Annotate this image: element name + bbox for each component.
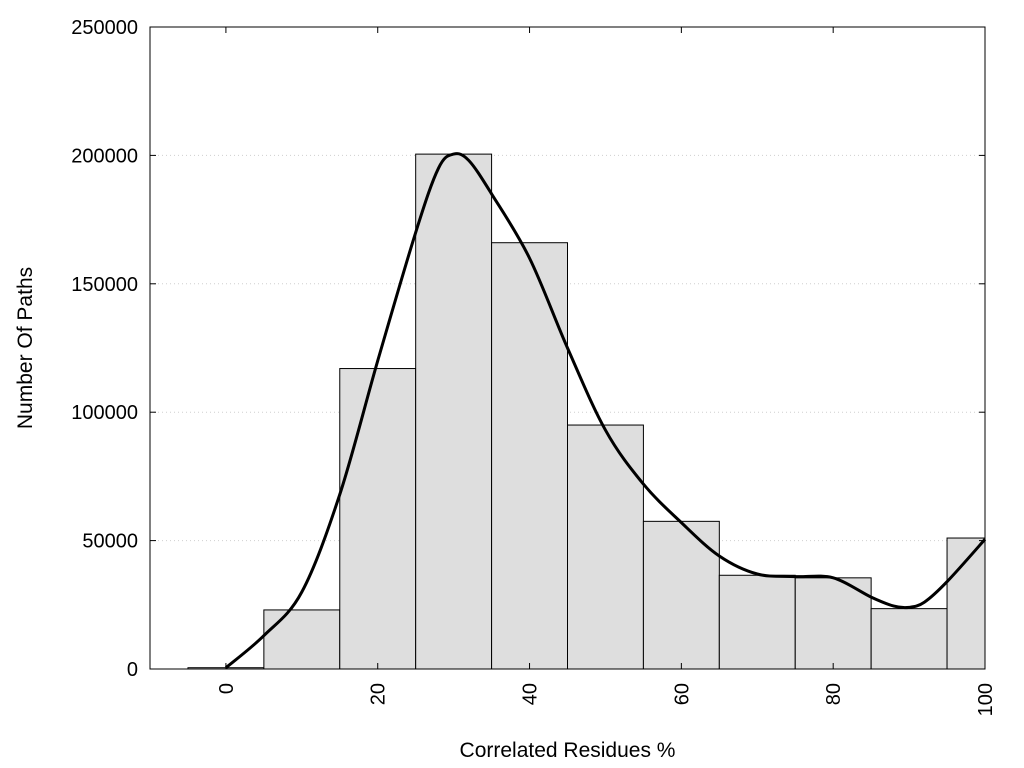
density-curve <box>224 152 987 669</box>
histogram-bar <box>263 609 341 670</box>
x-axis-ticks: 0 20 40 60 80 100 <box>216 27 997 716</box>
y-tick-label: 100000 <box>71 402 138 424</box>
y-axis-label: Number Of Paths <box>14 267 37 429</box>
histogram-bar <box>415 153 493 670</box>
histogram-bar <box>870 608 948 670</box>
histogram-bar <box>491 242 568 670</box>
histogram-bar <box>718 574 796 670</box>
histogram-bar <box>339 368 417 670</box>
curve-layer <box>224 152 987 669</box>
y-axis-ticks: 0 50000 100000 150000 200000 250000 <box>71 17 985 681</box>
x-tick-label: 60 <box>671 683 693 705</box>
histogram-bar <box>946 537 986 670</box>
plot-frame <box>149 26 986 670</box>
x-tick-label: 100 <box>975 683 997 716</box>
bars-group <box>187 153 986 670</box>
y-tick-label: 200000 <box>71 145 138 167</box>
x-tick-label: 20 <box>368 683 390 705</box>
x-tick-label: 0 <box>216 683 238 694</box>
y-tick-label: 250000 <box>71 17 138 39</box>
x-axis-label: Correlated Residues % <box>460 739 676 762</box>
x-tick-label: 40 <box>520 683 542 705</box>
y-tick-label: 50000 <box>82 531 138 553</box>
y-tick-label: 150000 <box>71 274 138 296</box>
x-tick-label: 80 <box>823 683 845 705</box>
histogram-bar <box>642 520 720 670</box>
y-tick-label: 0 <box>127 659 138 681</box>
histogram-bar <box>567 424 644 670</box>
